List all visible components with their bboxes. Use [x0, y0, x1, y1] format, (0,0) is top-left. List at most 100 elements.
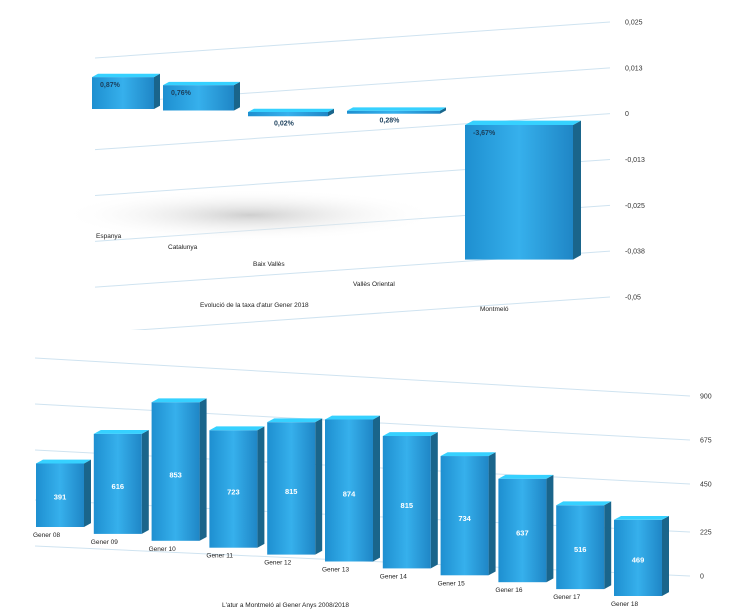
- bar-3-side: [440, 107, 446, 114]
- x-category-label: Gener 17: [553, 594, 580, 601]
- bar-9-front: [556, 505, 605, 590]
- x-category-label: Catalunya: [168, 244, 198, 251]
- bar-2-front: [151, 402, 200, 541]
- x-category-label: Gener 10: [149, 546, 176, 553]
- bar-2-top: [248, 108, 334, 112]
- x-category-label: Gener 09: [91, 539, 118, 546]
- bar-0-front: [36, 463, 84, 527]
- bar-4-side: [573, 120, 581, 260]
- data-label: 0,76%: [171, 90, 192, 97]
- y-tick-label: 0,013: [625, 65, 643, 72]
- y-tick-label: 900: [700, 394, 712, 401]
- x-category-label: Gener 15: [438, 580, 465, 587]
- bar-6-front: [382, 435, 431, 569]
- bar-3: [209, 426, 265, 548]
- bar-2: [151, 398, 207, 541]
- x-category-label: Vallès Oriental: [353, 281, 395, 288]
- bar-7: [440, 452, 496, 576]
- data-label: 734: [458, 514, 471, 523]
- bar-6-top: [382, 432, 438, 436]
- gridline: [130, 296, 611, 330]
- y-tick-label: 225: [700, 530, 712, 537]
- bar-3-top: [209, 426, 265, 431]
- y-tick-label: -0,013: [625, 157, 645, 164]
- bar-0-top: [92, 73, 160, 78]
- bar-2-top: [151, 398, 207, 403]
- y-tick-label: -0,038: [625, 249, 645, 256]
- bar-10-side: [662, 515, 669, 596]
- bar-0: [36, 459, 91, 527]
- bar-9-side: [604, 501, 612, 590]
- data-label: 391: [54, 493, 67, 502]
- bar-5-side: [373, 415, 380, 562]
- x-category-label: Gener 13: [322, 567, 349, 574]
- data-label: 616: [112, 482, 125, 491]
- data-label: 815: [285, 487, 298, 496]
- chart-evolucio-taxa-atur: 0,87% 0,76% 0,02% 0,28% -3,67% 0,025 0,013 0 -0…: [60, 20, 645, 330]
- bar-10: [614, 515, 669, 596]
- y-tick-label: 675: [700, 438, 712, 445]
- chart-title-top: Evolució de la taxa d'atur Gener 2018: [200, 302, 309, 309]
- x-category-label: Gener 11: [206, 553, 233, 560]
- data-label: 637: [516, 529, 529, 538]
- bar-10-top: [614, 515, 669, 520]
- bar-2-side: [199, 398, 207, 541]
- bar-5: [325, 415, 380, 562]
- y-tick-label: 0: [625, 111, 629, 118]
- data-label: 723: [227, 487, 240, 496]
- y-tick-label: -0,025: [625, 203, 645, 210]
- gridline: [34, 357, 691, 397]
- y-tick-label: 0,025: [625, 20, 643, 27]
- chart-svg-top: 0,87% 0,76% 0,02% 0,28% -3,67% 0,025 0,013 0 -0…: [60, 20, 645, 330]
- bar-5-front: [325, 419, 373, 562]
- x-category-label: Gener 12: [264, 560, 291, 567]
- bar-3-front: [347, 110, 440, 114]
- x-category-label: Gener 16: [495, 587, 522, 594]
- x-category-label: Espanya: [96, 233, 122, 240]
- bar-8-top: [498, 474, 554, 479]
- x-category-label: Baix Vallès: [253, 261, 285, 268]
- bar-3-side: [257, 426, 265, 548]
- bar-1: [93, 429, 149, 534]
- data-label: 853: [169, 470, 182, 479]
- bar-8: [498, 474, 554, 583]
- bar-1-side: [234, 81, 240, 111]
- bar-3: [347, 107, 446, 114]
- bar-1-top: [93, 429, 149, 434]
- bar-1: [163, 81, 240, 111]
- chart-atur-montmelo: 391 616 853 723 815 874 815 734 637 516 469 900 675…: [0, 334, 735, 612]
- bar-4-top: [465, 120, 581, 125]
- x-category-label: Gener 08: [33, 532, 60, 539]
- bar-4: [465, 120, 581, 260]
- bar-0: [92, 73, 160, 109]
- bar-10-front: [614, 519, 662, 596]
- bar-3-front: [209, 430, 258, 548]
- bar-1-front: [93, 433, 142, 534]
- bar-4-side: [315, 418, 323, 555]
- bar-1-side: [141, 429, 149, 534]
- bar-7-top: [440, 452, 496, 457]
- bar-0-top: [36, 459, 91, 464]
- bar-1-front: [163, 85, 234, 111]
- bar-8-side: [546, 474, 554, 583]
- bar-4-front: [267, 422, 316, 555]
- x-category-label: Gener 18: [611, 601, 638, 608]
- data-label: 516: [574, 545, 587, 554]
- bar-0-side: [84, 459, 91, 527]
- bar-7-side: [488, 452, 496, 576]
- bar-8-front: [498, 478, 547, 583]
- y-tick-label: 0: [700, 574, 704, 581]
- data-label: 874: [343, 489, 356, 498]
- gridline: [94, 21, 611, 59]
- y-tick-label: 450: [700, 482, 712, 489]
- y-tick-label: -0,05: [625, 295, 641, 302]
- bar-1-top: [163, 81, 240, 86]
- bar-2: [248, 108, 334, 117]
- bar-0-side: [154, 73, 160, 109]
- x-category-label: Gener 14: [380, 573, 407, 580]
- gridline: [94, 113, 611, 151]
- bar-6: [382, 432, 438, 569]
- bar-3-top: [347, 107, 446, 111]
- bar-2-side: [328, 108, 334, 117]
- bar-9-top: [556, 501, 612, 506]
